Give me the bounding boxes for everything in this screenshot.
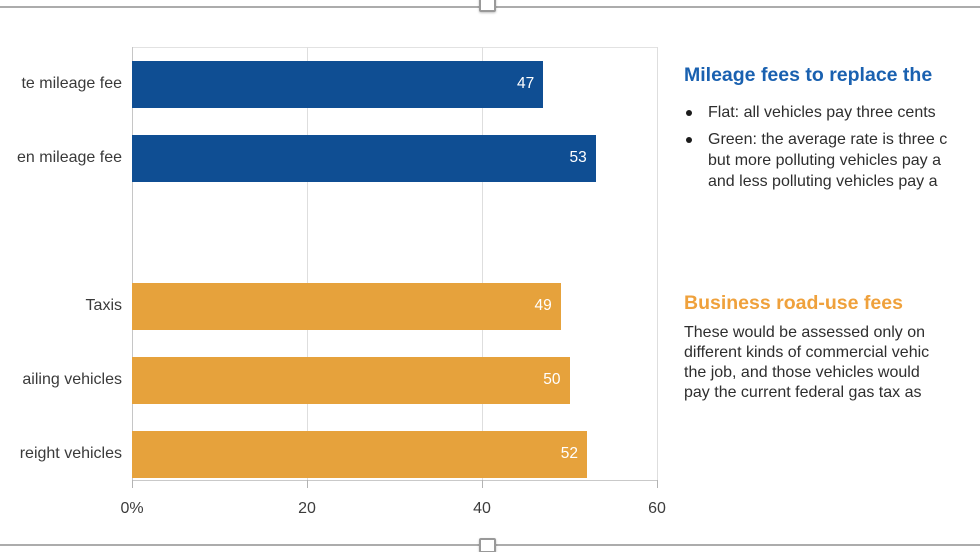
mileage-fees-bullets: Flat: all vehicles pay three cents Green… <box>684 102 980 192</box>
category-label-te-mileage-fee: te mileage fee <box>21 75 122 92</box>
tick-mark-40 <box>482 480 483 488</box>
bar-ailing-vehicles[interactable]: 50 <box>132 356 570 404</box>
bullet-text: Green: the average rate is three c <box>708 131 948 148</box>
x-tick-label-40: 40 <box>473 500 491 517</box>
resize-handle-top[interactable] <box>479 0 496 12</box>
plot-area-top-border <box>132 47 658 48</box>
gridline-40 <box>482 47 483 480</box>
category-label-taxis: Taxis <box>85 297 122 314</box>
bullet-icon <box>686 137 692 143</box>
resize-handle-bottom[interactable] <box>479 538 496 552</box>
tick-mark-60 <box>657 480 658 488</box>
bullet-item-green-line-3: and less polluting vehicles pay a <box>684 171 980 192</box>
bar-en-mileage-fee[interactable]: 53 <box>132 134 596 182</box>
body-text-line: different kinds of commercial vehic <box>684 344 930 361</box>
x-tick-label-60: 60 <box>648 500 666 517</box>
bar-value-label: 50 <box>543 371 561 388</box>
x-axis-line <box>132 480 658 481</box>
bar-value-label: 49 <box>534 297 552 314</box>
category-label-en-mileage-fee: en mileage fee <box>17 149 122 166</box>
body-text-line: the job, and those vehicles would <box>684 364 920 381</box>
gridline-60 <box>657 47 658 480</box>
business-fees-section: Business road-use fees These would be as… <box>684 292 980 403</box>
bullet-text: but more polluting vehicles pay a <box>708 152 942 169</box>
body-text-line: These would be assessed only on <box>684 324 926 341</box>
bar-te-mileage-fee[interactable]: 47 <box>132 60 544 108</box>
mileage-fees-section: Mileage fees to replace the Flat: all ve… <box>684 64 980 192</box>
gridline-20 <box>307 47 308 480</box>
bullet-item-flat: Flat: all vehicles pay three cents <box>684 102 980 123</box>
bullet-item-green: Green: the average rate is three c <box>684 129 980 150</box>
y-axis-line <box>132 47 133 480</box>
business-fees-body: These would be assessed only on differen… <box>684 323 980 403</box>
bar-value-label: 53 <box>569 149 587 166</box>
business-fees-heading: Business road-use fees <box>684 292 903 314</box>
bullet-text: Flat: all vehicles pay three cents <box>708 104 936 121</box>
mileage-fees-heading: Mileage fees to replace the <box>684 64 933 86</box>
tick-mark-20 <box>307 480 308 488</box>
bar-taxis[interactable]: 49 <box>132 282 561 330</box>
body-text-line: pay the current federal gas tax as <box>684 384 922 401</box>
category-label-ailing-vehicles: ailing vehicles <box>22 371 122 388</box>
bar-value-label: 52 <box>560 445 578 462</box>
bullet-icon <box>686 110 692 116</box>
bullet-text: and less polluting vehicles pay a <box>708 173 938 190</box>
x-tick-label-0: 0% <box>120 500 144 517</box>
bar-value-label: 47 <box>517 75 535 92</box>
bullet-item-green-line-2: but more polluting vehicles pay a <box>684 150 980 171</box>
tick-mark-0 <box>132 480 133 488</box>
category-label-reight-vehicles: reight vehicles <box>19 445 122 462</box>
bar-reight-vehicles[interactable]: 52 <box>132 430 587 478</box>
x-tick-label-20: 20 <box>298 500 316 517</box>
